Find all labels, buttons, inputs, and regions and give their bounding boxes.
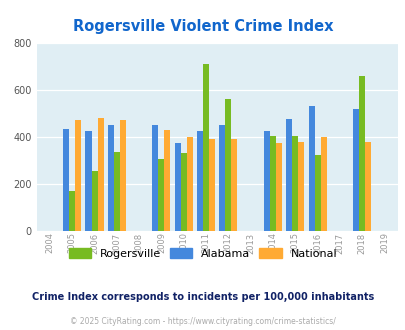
- Bar: [364, 142, 370, 231]
- Text: © 2025 CityRating.com - https://www.cityrating.com/crime-statistics/: © 2025 CityRating.com - https://www.city…: [70, 317, 335, 326]
- Bar: [308, 106, 314, 231]
- Legend: Rogersville, Alabama, National: Rogersville, Alabama, National: [64, 244, 341, 263]
- Bar: [352, 109, 358, 231]
- Bar: [314, 154, 320, 231]
- Bar: [158, 159, 164, 231]
- Bar: [298, 142, 304, 231]
- Bar: [209, 139, 215, 231]
- Bar: [63, 129, 69, 231]
- Bar: [286, 119, 292, 231]
- Bar: [91, 171, 97, 231]
- Bar: [320, 137, 326, 231]
- Bar: [108, 125, 113, 231]
- Bar: [202, 64, 209, 231]
- Bar: [292, 136, 298, 231]
- Bar: [225, 99, 231, 231]
- Bar: [231, 139, 237, 231]
- Bar: [358, 76, 364, 231]
- Bar: [263, 131, 269, 231]
- Bar: [164, 130, 170, 231]
- Bar: [119, 120, 126, 231]
- Bar: [152, 125, 158, 231]
- Bar: [174, 143, 180, 231]
- Bar: [75, 120, 81, 231]
- Bar: [219, 125, 225, 231]
- Bar: [180, 153, 186, 231]
- Bar: [186, 137, 192, 231]
- Bar: [113, 152, 119, 231]
- Bar: [275, 143, 281, 231]
- Bar: [196, 131, 202, 231]
- Bar: [85, 131, 91, 231]
- Bar: [69, 191, 75, 231]
- Text: Crime Index corresponds to incidents per 100,000 inhabitants: Crime Index corresponds to incidents per…: [32, 292, 373, 302]
- Bar: [97, 118, 103, 231]
- Text: Rogersville Violent Crime Index: Rogersville Violent Crime Index: [72, 19, 333, 34]
- Bar: [269, 136, 275, 231]
